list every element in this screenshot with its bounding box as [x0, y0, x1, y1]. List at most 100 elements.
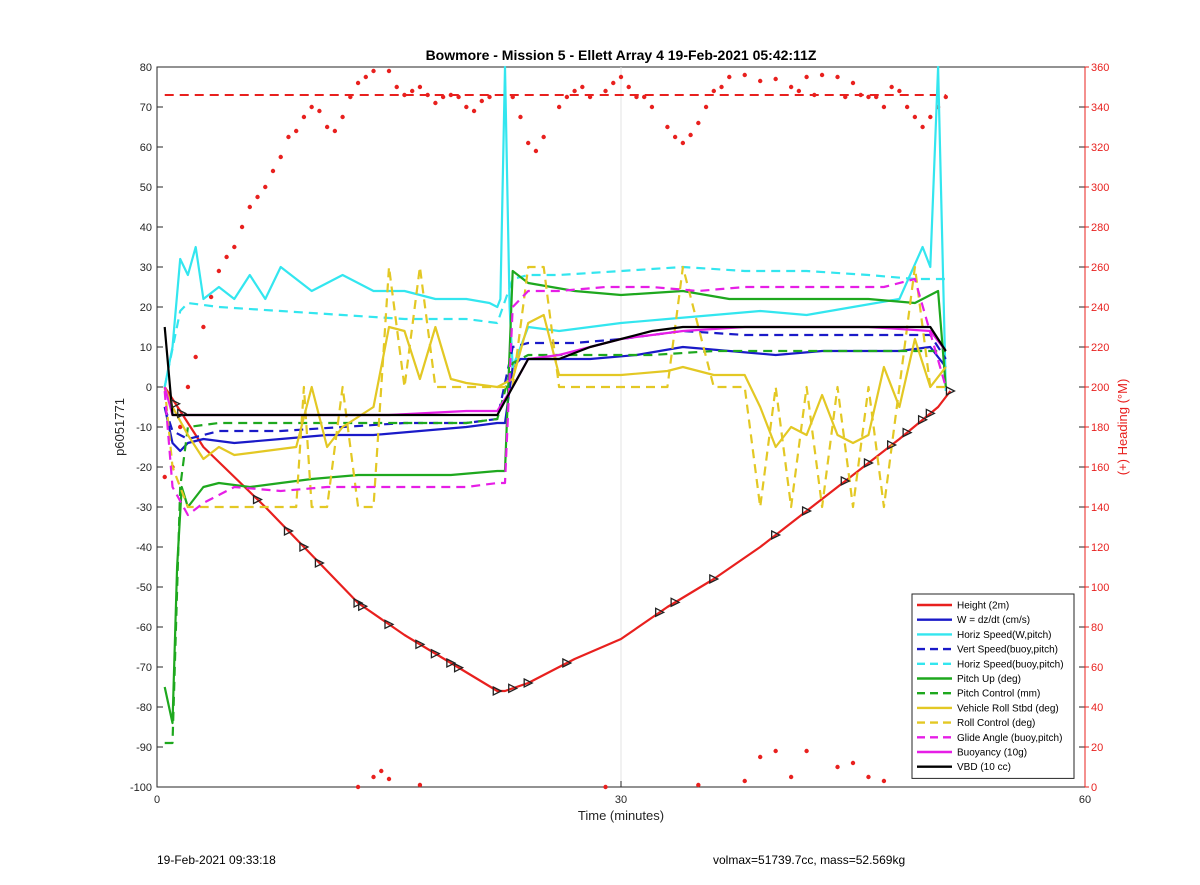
heading-point — [417, 84, 423, 90]
height-direction-marker — [358, 601, 369, 612]
y-tick-label: 20 — [140, 302, 152, 314]
heading-point — [410, 88, 415, 94]
heading-point — [533, 148, 539, 154]
chart-title: Bowmore - Mission 5 - Ellett Array 4 19-… — [426, 47, 817, 63]
heading-point — [742, 72, 747, 78]
heading-point — [889, 84, 894, 90]
series-height-2m — [163, 386, 952, 693]
heading-point — [178, 424, 183, 430]
y-tick-label: -60 — [136, 622, 152, 634]
height-direction-marker — [446, 657, 457, 669]
heading-point — [193, 354, 198, 360]
legend-entry: Roll Control (deg) — [957, 718, 1035, 729]
series-vert-speed-buoy-pitch — [163, 329, 947, 441]
heading-point — [835, 764, 840, 770]
heading-point — [758, 754, 763, 760]
heading-point — [371, 774, 376, 780]
heading-point — [788, 84, 794, 90]
heading-point — [402, 92, 407, 98]
legend-entry: Buoyancy (10g) — [957, 748, 1027, 759]
height-direction-marker — [415, 639, 426, 650]
heading-point — [788, 774, 794, 780]
x-tick-label: 60 — [1079, 794, 1091, 806]
height-direction-marker — [655, 607, 666, 618]
heading-point — [711, 88, 716, 94]
x-tick-label: 0 — [154, 794, 160, 806]
y-axis-label: p6051771 — [112, 398, 127, 456]
legend-entry: W = dz/dt (cm/s) — [957, 615, 1030, 626]
y-tick-label: -100 — [130, 782, 152, 794]
heading-point — [479, 98, 484, 104]
height-direction-marker — [771, 529, 782, 541]
footer-vehicle-info: volmax=51739.7cc, mass=52.569kg — [713, 853, 906, 867]
heading-point — [696, 782, 701, 788]
heading-point — [850, 80, 856, 86]
x-tick-label: 30 — [615, 794, 627, 806]
heading-point — [649, 104, 655, 110]
height-direction-marker — [299, 541, 310, 553]
height-direction-marker — [887, 439, 898, 451]
height-direction-marker — [902, 427, 913, 438]
height-direction-marker — [314, 557, 325, 569]
height-direction-marker — [384, 619, 395, 630]
y2-tick-label: 340 — [1091, 102, 1109, 114]
series-horiz-speed-buoy-pitch — [163, 265, 946, 388]
heading-point — [819, 72, 825, 78]
height-direction-marker — [863, 457, 874, 469]
heading-point — [556, 104, 562, 110]
y-tick-label: 0 — [146, 382, 152, 394]
heading-point — [239, 224, 245, 230]
legend-entry: Glide Angle (buoy,pitch) — [957, 733, 1062, 744]
heading-point — [332, 128, 338, 134]
heading-point — [665, 124, 670, 130]
y-tick-label: -50 — [136, 582, 152, 594]
height-direction-marker — [170, 398, 182, 409]
heading-point — [672, 134, 678, 140]
y-tick-label: -30 — [136, 502, 152, 514]
heading-point — [464, 104, 469, 110]
heading-point — [379, 768, 384, 774]
heading-point — [943, 94, 948, 100]
y-tick-label: 40 — [140, 222, 152, 234]
y2-tick-label: 200 — [1091, 382, 1109, 394]
heading-points — [162, 68, 948, 790]
height-markers — [170, 385, 956, 697]
y2-tick-label: 100 — [1091, 582, 1109, 594]
heading-point — [580, 84, 585, 90]
height-direction-marker — [252, 494, 263, 505]
y-tick-label: -90 — [136, 742, 152, 754]
heading-point — [162, 474, 167, 480]
heading-point — [340, 114, 345, 120]
heading-point — [216, 268, 222, 274]
heading-point — [796, 88, 802, 94]
y-tick-label: 30 — [140, 262, 152, 274]
heading-point — [433, 100, 438, 106]
height-direction-marker — [177, 408, 188, 419]
heading-point — [572, 88, 577, 94]
heading-point — [363, 74, 368, 80]
legend-box — [911, 593, 1075, 779]
height-direction-marker — [562, 657, 573, 669]
y2-tick-label: 0 — [1091, 782, 1097, 794]
y2-tick-label: 120 — [1091, 542, 1109, 554]
heading-point — [224, 254, 229, 260]
legend-entry: Horiz Speed(buoy,pitch) — [957, 659, 1064, 670]
heading-point — [286, 134, 291, 140]
series-lines — [163, 65, 952, 745]
heading-point — [317, 108, 322, 114]
x-axis-label: Time (minutes) — [578, 808, 664, 823]
heading-point — [703, 104, 709, 110]
heading-point — [758, 78, 763, 84]
y-tick-label: -20 — [136, 462, 152, 474]
heading-point — [688, 132, 693, 138]
height-direction-marker — [508, 683, 519, 694]
heading-point — [386, 68, 392, 74]
height-direction-marker — [670, 597, 681, 608]
legend-entry: VBD (10 cc) — [957, 762, 1011, 773]
heading-point — [232, 244, 237, 250]
series-pitch-control-mm — [164, 349, 946, 745]
heading-point — [626, 84, 631, 90]
heading-point — [618, 74, 624, 80]
height-direction-marker — [283, 525, 294, 537]
height-direction-marker — [492, 685, 503, 697]
